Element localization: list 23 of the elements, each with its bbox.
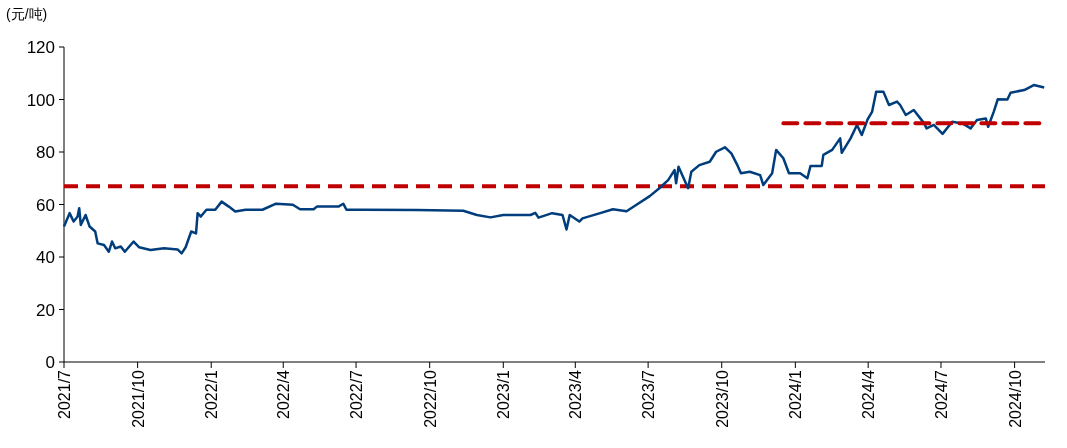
- x-tick-label: 2024/1: [787, 369, 805, 419]
- x-tick-label: 2021/10: [129, 369, 147, 428]
- line-series: [62, 83, 1046, 255]
- x-tick-label: 2023/4: [567, 369, 585, 419]
- x-tick-label: 2023/10: [713, 369, 731, 428]
- y-tick-label: 120: [26, 38, 55, 57]
- x-tick-label: 2022/1: [203, 369, 221, 419]
- x-tick-label: 2022/10: [421, 369, 439, 428]
- y-axis-title: (元/吨): [6, 6, 48, 22]
- y-tick-label: 80: [36, 143, 55, 162]
- y-tick-label: 0: [45, 353, 55, 372]
- x-tick-label: 2024/10: [1006, 369, 1024, 428]
- x-tick-label: 2021/7: [56, 369, 73, 419]
- x-tick-label: 2023/1: [495, 369, 513, 419]
- x-tick-label: 2022/7: [348, 369, 366, 419]
- x-tick-label: 2024/4: [860, 369, 878, 419]
- x-tick-label: 2023/7: [640, 369, 658, 419]
- x-tick-label: 2024/7: [932, 369, 950, 419]
- y-tick-label: 60: [36, 195, 55, 215]
- y-tick-label: 100: [26, 90, 55, 110]
- x-tick-label: 2022/4: [275, 369, 293, 419]
- y-tick-label: 20: [36, 300, 55, 320]
- y-tick-label: 40: [36, 248, 55, 267]
